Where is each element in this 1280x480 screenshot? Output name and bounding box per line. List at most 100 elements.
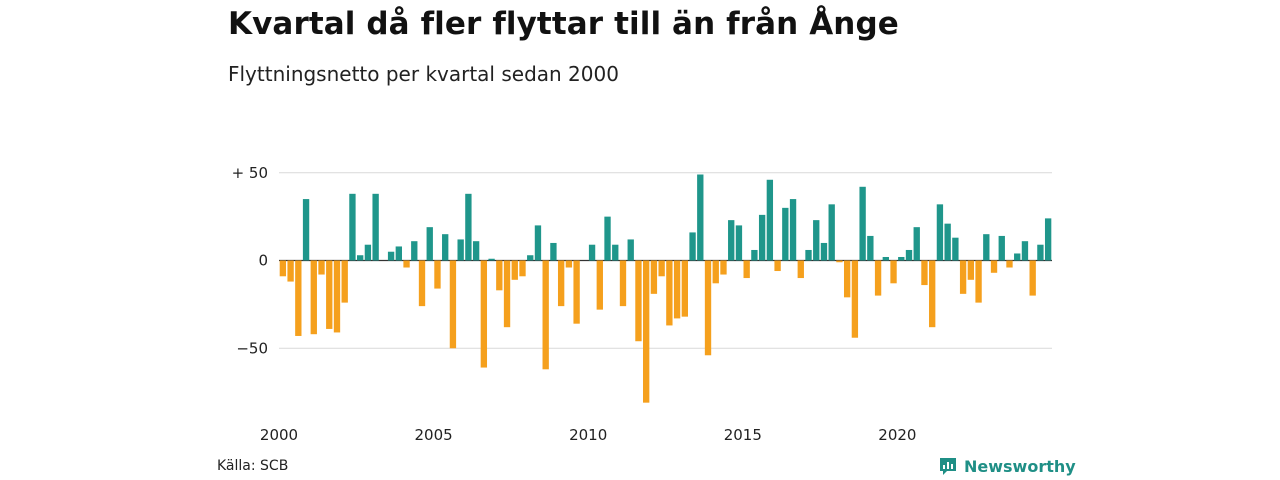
bar <box>318 260 325 275</box>
bar <box>287 260 294 282</box>
chart-title: Kvartal då fler flyttar till än från Ång… <box>228 6 899 42</box>
bar <box>959 260 967 294</box>
x-tick-label: 2010 <box>569 426 607 444</box>
bar <box>843 260 851 298</box>
bar <box>743 260 750 279</box>
bar <box>557 260 565 307</box>
bar <box>496 260 503 291</box>
bar <box>387 251 395 261</box>
bar <box>612 244 619 261</box>
bar <box>588 244 596 261</box>
bar <box>411 241 418 261</box>
bar <box>488 258 495 261</box>
bar <box>998 235 1005 261</box>
bar <box>728 220 735 261</box>
bar <box>1044 218 1052 261</box>
bar <box>326 260 333 329</box>
bar <box>983 234 990 261</box>
bar <box>758 214 766 261</box>
bar <box>967 260 975 280</box>
bar <box>751 249 758 261</box>
bar <box>302 199 310 261</box>
x-tick-label: 2020 <box>878 426 916 444</box>
bar <box>534 225 542 261</box>
bar <box>1006 260 1013 268</box>
x-tick-label: 2005 <box>415 426 453 444</box>
bar <box>805 249 812 261</box>
bar <box>457 239 464 261</box>
bar <box>952 237 959 261</box>
bar <box>372 193 379 261</box>
bar <box>859 186 866 261</box>
bar <box>766 179 774 261</box>
brand-name: Newsworthy <box>964 456 1076 476</box>
bar <box>341 260 348 303</box>
y-tick-label: + 50 <box>232 164 268 182</box>
bar <box>813 220 820 261</box>
axis-labels: + 50 0 −50 2000 2005 2010 2015 2020 <box>232 164 917 444</box>
bar <box>643 260 650 403</box>
bar <box>898 256 905 261</box>
bar <box>418 260 426 307</box>
x-tick-label: 2000 <box>260 426 298 444</box>
bar <box>550 242 557 261</box>
bar <box>921 260 928 286</box>
bar <box>364 244 372 261</box>
bar <box>472 241 480 261</box>
bar <box>403 260 410 268</box>
chart-subtitle: Flyttningsnetto per kvartal sedan 2000 <box>228 62 619 86</box>
newsworthy-icon <box>940 458 956 475</box>
bar <box>828 204 835 261</box>
x-tick-label: 2015 <box>724 426 762 444</box>
bar <box>975 260 982 303</box>
bar <box>596 260 603 310</box>
bar <box>712 260 719 284</box>
y-tick-label: −50 <box>236 339 268 357</box>
bar <box>511 260 518 280</box>
bar <box>542 260 549 370</box>
bar <box>650 260 658 294</box>
bar <box>333 260 341 333</box>
bar <box>503 260 511 328</box>
source-label: Källa: SCB <box>217 458 289 474</box>
bar <box>295 260 302 336</box>
bar <box>820 242 828 261</box>
bar <box>882 256 889 261</box>
bar <box>936 204 944 261</box>
bar <box>1029 260 1036 296</box>
grid-lines <box>279 172 1052 349</box>
bar <box>836 260 843 263</box>
bar <box>1014 253 1021 261</box>
bar <box>279 260 287 277</box>
bar <box>449 260 457 349</box>
bar <box>465 193 472 261</box>
bar <box>1037 244 1044 261</box>
bar <box>720 260 727 275</box>
bar <box>434 260 441 289</box>
bar <box>782 207 789 261</box>
bar <box>774 260 781 272</box>
bar <box>349 193 356 261</box>
bar <box>666 260 673 326</box>
bar <box>735 225 743 261</box>
bar <box>874 260 882 296</box>
bar <box>604 216 611 261</box>
y-tick-label: 0 <box>258 252 268 270</box>
bar <box>704 260 712 356</box>
bar <box>944 223 951 261</box>
bar <box>890 260 897 284</box>
bar <box>867 235 874 261</box>
newsworthy-logo: Newsworthy <box>938 456 1076 476</box>
bar <box>1021 241 1029 261</box>
bar <box>357 255 364 261</box>
bar <box>905 249 913 261</box>
bar <box>851 260 859 338</box>
bar <box>619 260 627 307</box>
bar <box>442 234 449 261</box>
bar <box>689 232 696 261</box>
bar <box>990 260 998 273</box>
bar <box>913 227 920 261</box>
bar <box>789 199 797 261</box>
bar <box>681 260 688 317</box>
bar <box>480 260 488 368</box>
